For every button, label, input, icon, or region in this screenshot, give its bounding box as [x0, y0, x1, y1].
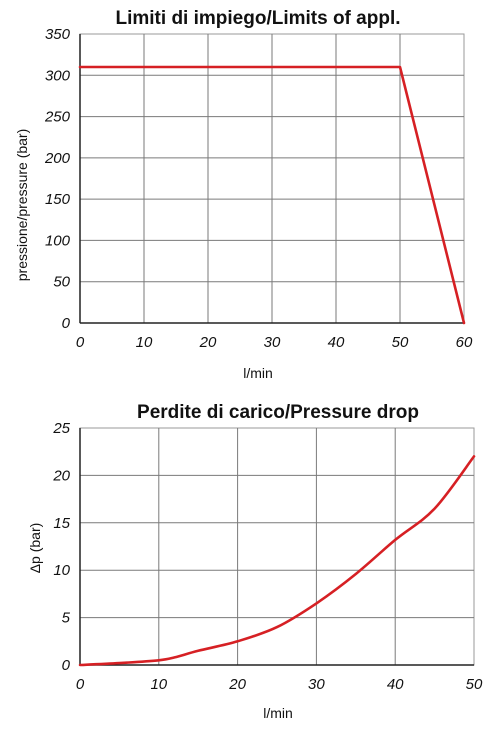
- y-tick-label: 300: [45, 67, 71, 84]
- x-tick-label: 20: [228, 676, 246, 693]
- y-tick-label: 250: [44, 109, 71, 126]
- y-axis-label: Δp (bar): [27, 523, 43, 574]
- plot-frame: [79, 427, 475, 666]
- x-axis-label: l/min: [263, 705, 293, 721]
- chart-title: Limiti di impiego/Limits of appl.: [116, 8, 401, 29]
- x-tick-label: 50: [466, 676, 483, 693]
- y-tick-label: 50: [53, 274, 70, 291]
- x-tick-label: 10: [136, 334, 153, 351]
- x-tick-label: 0: [76, 676, 85, 693]
- y-tick-label: 25: [52, 420, 70, 437]
- x-tick-label: 0: [76, 334, 85, 351]
- series-line: [78, 65, 466, 325]
- y-tick-label: 10: [53, 562, 70, 579]
- x-tick-label: 40: [387, 676, 404, 693]
- x-tick-label: 30: [308, 676, 325, 693]
- x-tick-label: 20: [199, 334, 217, 351]
- y-tick-label: 350: [45, 26, 71, 43]
- x-tick-label: 50: [392, 334, 409, 351]
- y-tick-label: 5: [62, 610, 71, 627]
- x-tick-label: 30: [264, 334, 281, 351]
- y-tick-label: 200: [44, 150, 71, 167]
- chart-pressure-drop: Perdite di carico/Pressure drop l/min Δp…: [27, 402, 483, 721]
- chart-limits: Limiti di impiego/Limits of appl. l/min …: [14, 8, 473, 381]
- y-tick-label: 0: [62, 657, 71, 674]
- chart-title: Perdite di carico/Pressure drop: [137, 402, 419, 423]
- x-tick-label: 10: [150, 676, 167, 693]
- y-tick-label: 150: [45, 191, 71, 208]
- y-tick-label: 0: [62, 315, 71, 332]
- x-tick-label: 60: [456, 334, 473, 351]
- series-line: [78, 455, 476, 667]
- y-tick-label: 100: [45, 232, 71, 249]
- y-axis-label: pressione/pressure (bar): [14, 129, 30, 282]
- y-tick-label: 20: [52, 467, 70, 484]
- x-tick-label: 40: [328, 334, 345, 351]
- y-tick-label: 15: [53, 515, 70, 532]
- x-axis-label: l/min: [243, 365, 273, 381]
